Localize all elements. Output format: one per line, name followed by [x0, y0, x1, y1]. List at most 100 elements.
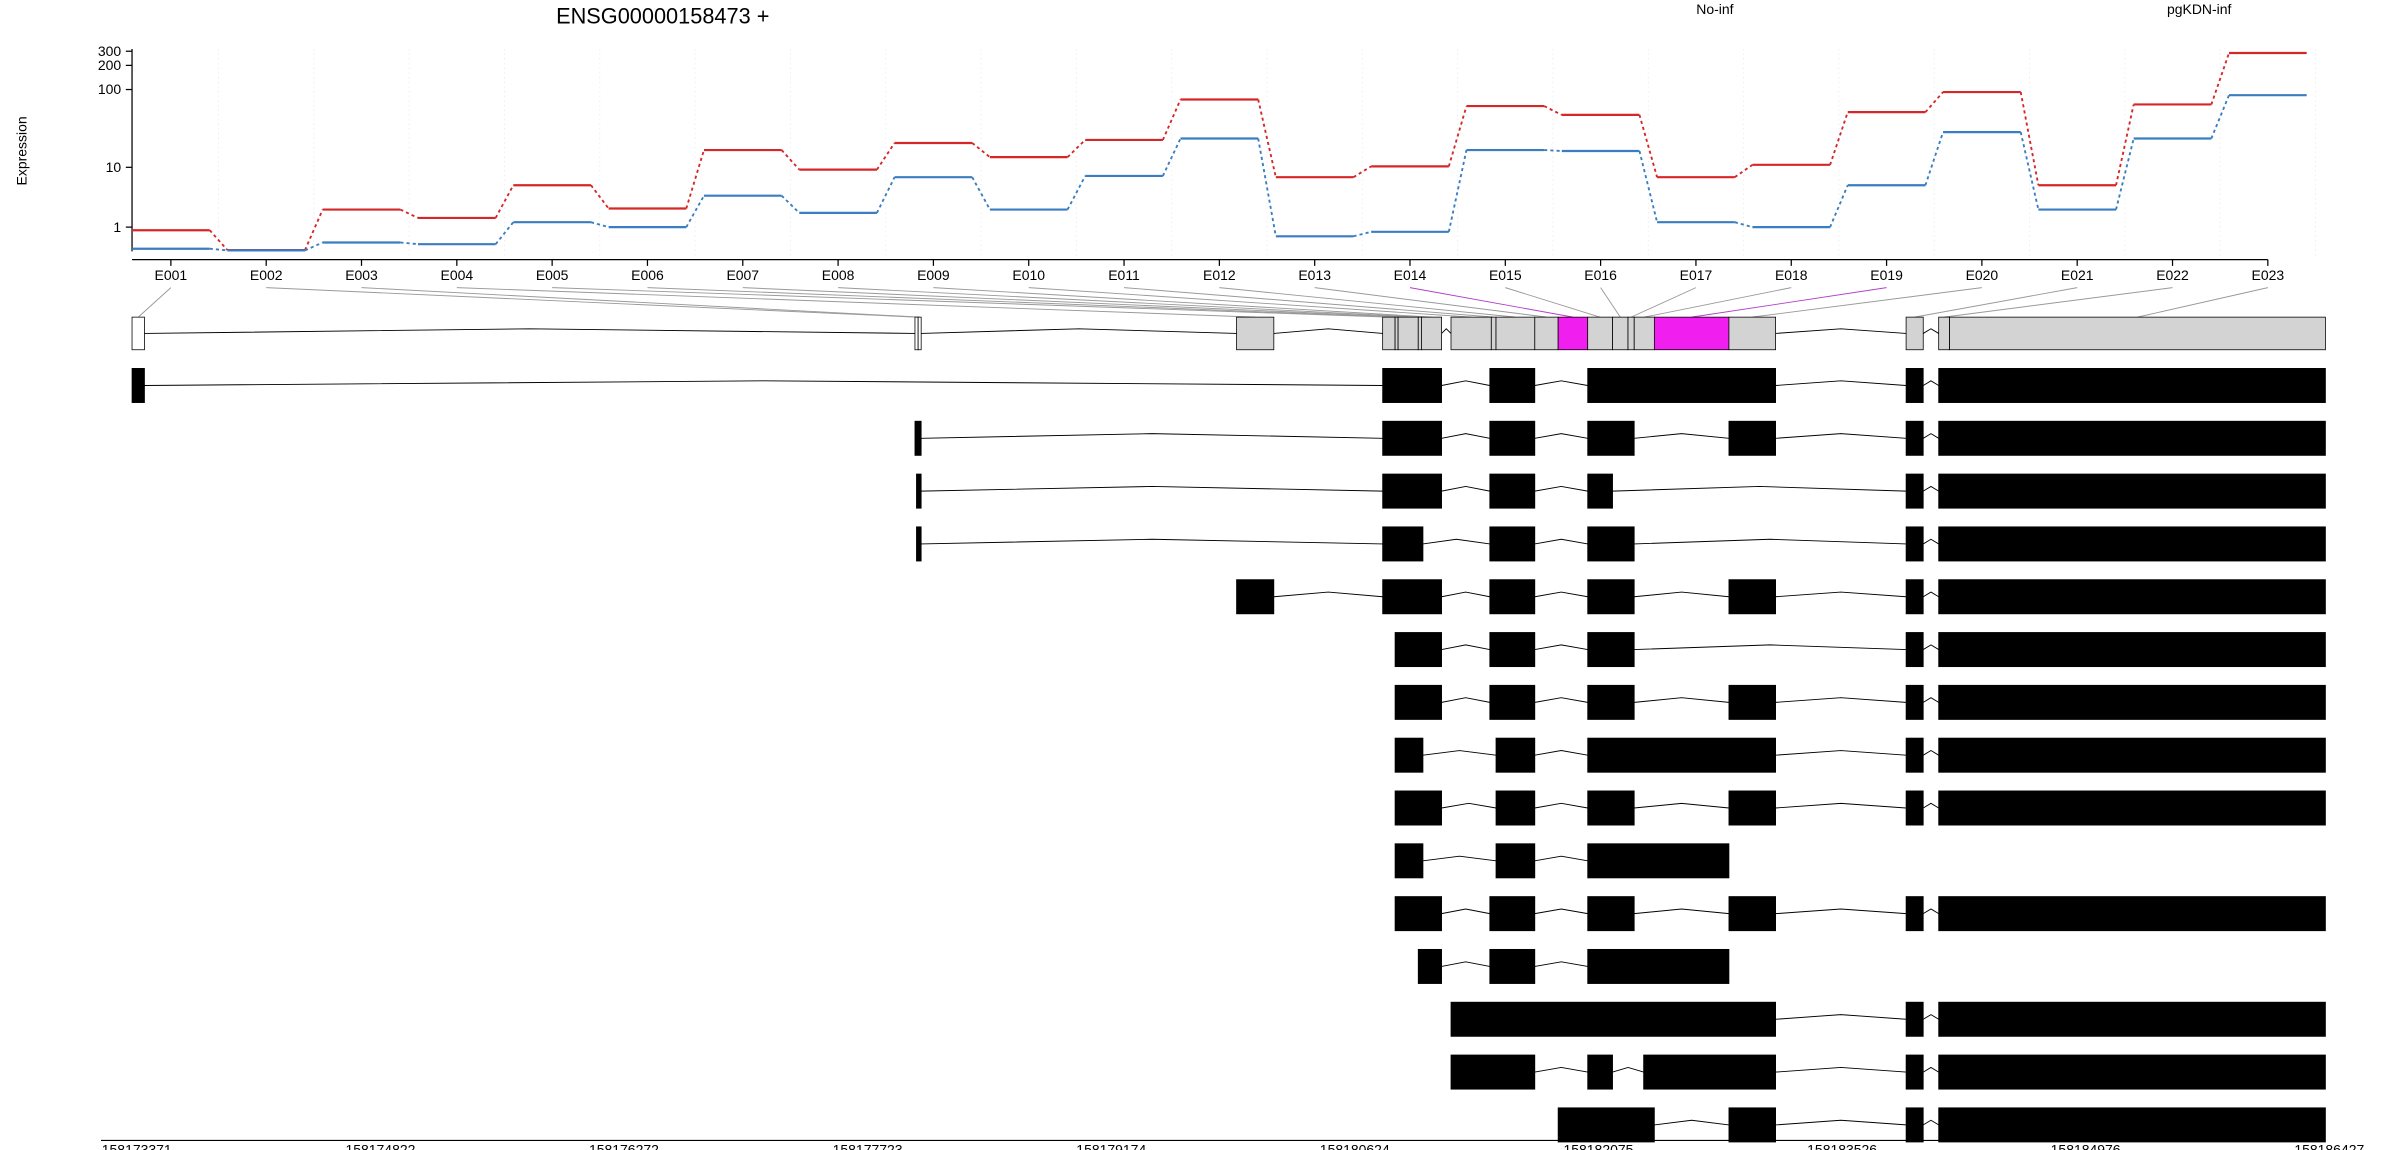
exon [1905, 896, 1924, 932]
exon [916, 473, 922, 509]
x-tick-label: E015 [1489, 267, 1522, 283]
exon [1938, 737, 2326, 773]
exon [1938, 684, 2326, 720]
intron [1441, 908, 1490, 915]
exon [1382, 473, 1442, 509]
exon [1728, 684, 1777, 720]
x-tick-label: E007 [726, 267, 759, 283]
exon [1587, 473, 1613, 509]
exon [1394, 684, 1442, 720]
intron [1775, 328, 1907, 334]
intron [1534, 961, 1588, 967]
exon [1450, 1054, 1536, 1090]
exon-bin [1949, 316, 2326, 351]
exon [1905, 790, 1924, 826]
intron [1534, 538, 1588, 545]
intron [1634, 591, 1729, 598]
bin-connector [1644, 287, 1792, 318]
connector [2115, 104, 2135, 186]
exon [1938, 368, 2326, 403]
intron [1922, 1014, 1939, 1020]
exon [1587, 790, 1635, 826]
y-axis-label: Expression [13, 116, 29, 185]
intron [1634, 802, 1729, 809]
intron [1775, 802, 1907, 809]
intron [1441, 380, 1490, 386]
connector [1162, 138, 1182, 177]
exon [1728, 896, 1777, 932]
exon-bin [1450, 316, 1492, 351]
intron [1922, 1119, 1939, 1126]
exon-bin [1633, 316, 1655, 351]
legend-label: pgKDN-inf [2167, 1, 2232, 17]
connector [2210, 52, 2230, 105]
genome-tick-label: 158176272 [589, 1141, 659, 1150]
intron [1422, 750, 1497, 756]
exon-bin [1236, 316, 1275, 351]
connector [1353, 230, 1372, 238]
exon [1495, 843, 1536, 879]
intron [144, 328, 915, 334]
exon-bin [131, 316, 145, 351]
exon [1905, 526, 1924, 562]
exon [1905, 420, 1924, 456]
intron [1775, 1014, 1907, 1020]
intron [1441, 697, 1490, 703]
exon [1495, 737, 1536, 773]
intron [1534, 380, 1588, 386]
bin-connector [1630, 287, 1697, 318]
exon-bin [1397, 316, 1419, 351]
y-tick-label: 200 [98, 57, 122, 73]
exon [1394, 843, 1424, 879]
genome-tick-label: 158186427 [2294, 1141, 2364, 1150]
exon [1587, 896, 1635, 932]
connector [590, 184, 610, 210]
intron [1922, 749, 1939, 756]
exon-bin [1612, 316, 1629, 351]
intron [1634, 433, 1729, 439]
x-tick-label: E004 [441, 267, 474, 283]
intron [1775, 380, 1907, 386]
bin-connector [552, 287, 1389, 318]
exon [1905, 632, 1924, 668]
intron [1775, 697, 1907, 703]
exon [1587, 843, 1730, 879]
exon [1905, 737, 1924, 773]
exon [1938, 420, 2326, 456]
connector [400, 241, 419, 246]
genome-tick-label: 158182075 [1563, 1141, 1633, 1150]
exon [1495, 790, 1536, 826]
bin-connector [266, 287, 917, 318]
exon [1938, 1054, 2326, 1090]
bin-connector [361, 287, 920, 318]
genome-tick-label: 158177723 [833, 1141, 903, 1150]
exon [1382, 420, 1442, 456]
exon [1587, 948, 1730, 984]
x-tick-label: E020 [1966, 267, 1999, 283]
bin-connector [1691, 287, 1887, 318]
connector [971, 176, 991, 210]
intron [1922, 697, 1939, 703]
x-tick-label: E010 [1012, 267, 1045, 283]
exon [1938, 526, 2326, 562]
x-tick-label: E016 [1584, 267, 1617, 283]
intron [1441, 961, 1490, 967]
intron [1634, 538, 1907, 545]
connector [304, 209, 324, 251]
exon [1905, 473, 1924, 509]
intron [1775, 1119, 1907, 1126]
exon [1587, 632, 1635, 668]
exon [1905, 1001, 1924, 1037]
exon [1728, 579, 1777, 615]
genome-tick-label: 158183526 [1807, 1141, 1877, 1150]
genome-tick-label: 158173371 [102, 1141, 172, 1150]
bin-connector [1944, 287, 2173, 318]
intron [1922, 1066, 1939, 1073]
exon-bin [1382, 316, 1396, 351]
connector [1638, 114, 1658, 178]
exon [1394, 896, 1442, 932]
intron [1534, 644, 1588, 651]
exon-bin [1421, 316, 1442, 351]
x-tick-label: E003 [345, 267, 378, 283]
intron [1634, 644, 1907, 651]
